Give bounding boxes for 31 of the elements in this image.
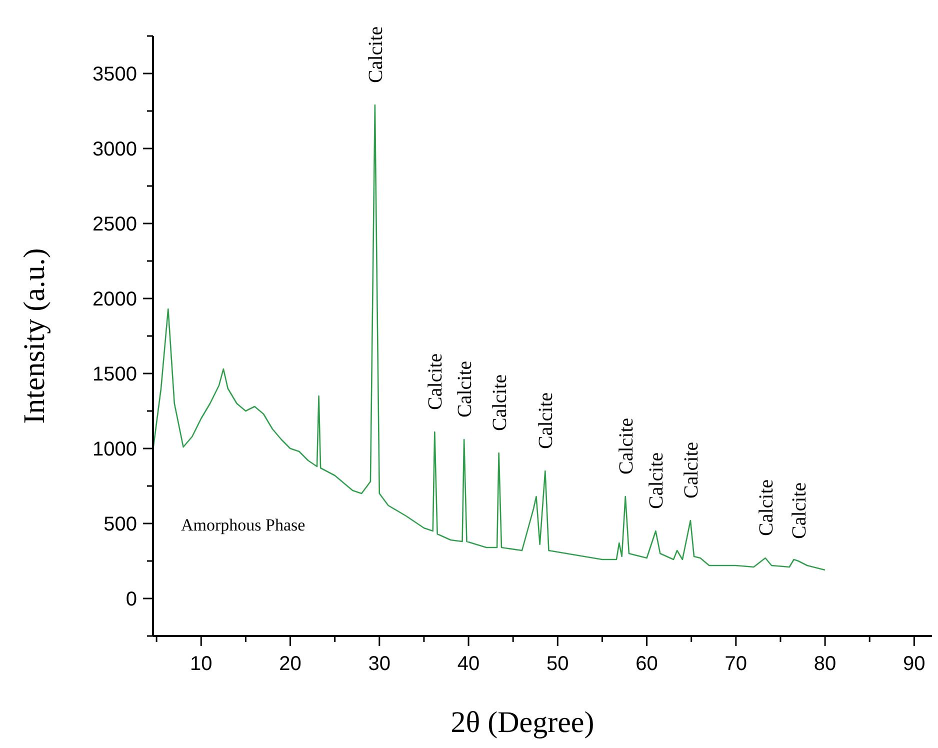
y-tick-label: 2500 bbox=[92, 214, 137, 236]
y-axis-title: Intensity (a.u.) bbox=[18, 248, 51, 424]
x-tick-label: 60 bbox=[636, 653, 658, 675]
line-series bbox=[152, 104, 826, 571]
annotation: Calcite bbox=[788, 482, 810, 539]
x-tick-label: 70 bbox=[724, 653, 748, 675]
x-tick-label: 80 bbox=[814, 653, 836, 675]
x-tick-label: 90 bbox=[903, 653, 926, 675]
annotation: Calcite bbox=[535, 392, 558, 449]
annotation: Calcite bbox=[488, 374, 511, 431]
x-tick-label: 50 bbox=[546, 653, 569, 675]
y-tick-label: 1000 bbox=[92, 438, 137, 460]
x-tick-label: 30 bbox=[368, 653, 391, 675]
annotation: Calcite bbox=[364, 26, 387, 83]
x-tick-label: 20 bbox=[279, 653, 302, 675]
x-tick-label: 40 bbox=[457, 653, 480, 675]
annotation: Amorphous Phase bbox=[181, 516, 306, 534]
y-tick-label: 1500 bbox=[92, 364, 137, 386]
annotation: Calcite bbox=[615, 418, 638, 474]
y-tick-label: 0 bbox=[126, 588, 137, 610]
y-tick-label: 3000 bbox=[92, 138, 137, 160]
x-axis-title: 2θ (Degree) bbox=[450, 706, 594, 739]
x-tick-label: 10 bbox=[190, 653, 212, 675]
annotation: Calcite bbox=[680, 442, 702, 498]
y-tick-label: 500 bbox=[104, 514, 137, 536]
annotation: Calcite bbox=[424, 353, 447, 410]
annotation: Calcite bbox=[454, 360, 476, 418]
y-tick-label: 2000 bbox=[92, 288, 137, 310]
y-tick-label: 3500 bbox=[92, 64, 137, 86]
annotation: Calcite bbox=[755, 479, 778, 536]
annotation: Calcite bbox=[646, 452, 668, 509]
